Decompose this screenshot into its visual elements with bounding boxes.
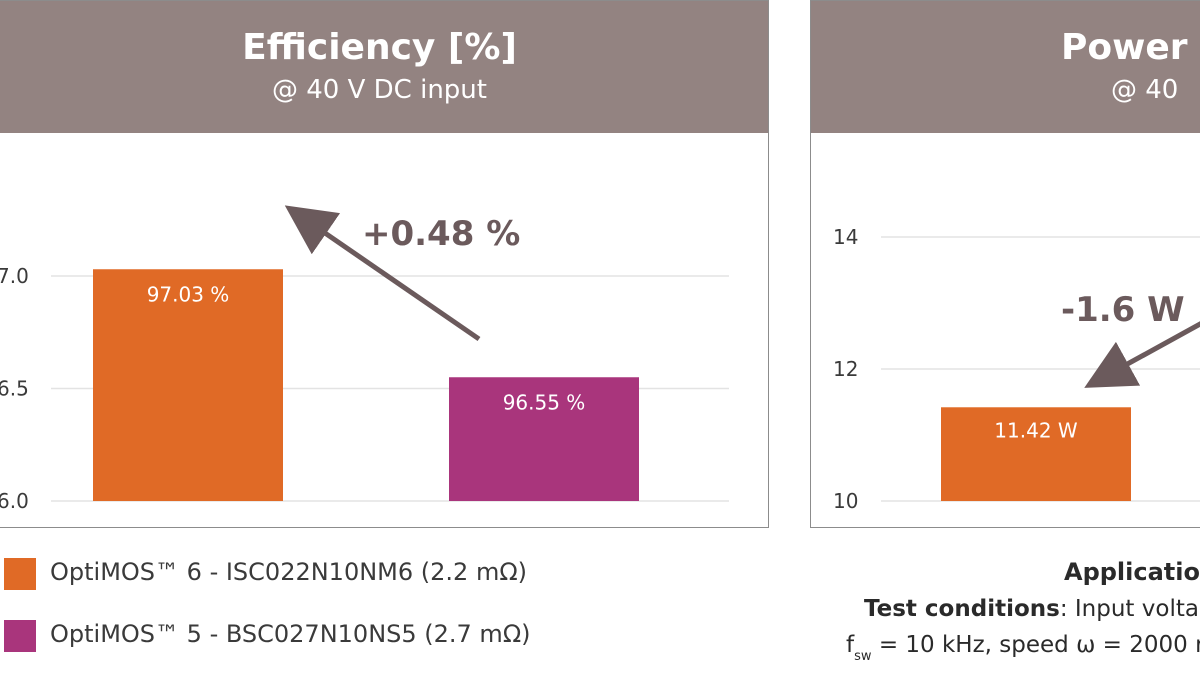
legend-label-optimos5: OptiMOS™ 5 - BSC027N10NS5 (2.7 mΩ) [50, 620, 531, 648]
y-tick-label: 10 [833, 489, 858, 513]
increase-arrow [284, 205, 481, 342]
efficiency-chart: 6.0 6.5 7.0 97.03 % 96.55 % +0.48 % [0, 205, 729, 513]
fsw-text: = 10 kHz, speed ω = 2000 r [871, 632, 1200, 658]
y-tick-label: 6.0 [0, 489, 29, 513]
bar-value-label: 96.55 % [503, 390, 586, 414]
bar-value-label: 11.42 W [994, 418, 1078, 442]
bar [449, 377, 639, 501]
power-loss-chart: 10 12 14 11.42 W -1.6 W [833, 225, 1200, 513]
power-loss-delta-annotation: -1.6 W [1061, 290, 1185, 330]
efficiency-title: Efficiency [%] [242, 27, 517, 68]
fsw-subscript: sw [854, 649, 872, 664]
efficiency-subtitle: @ 40 V DC input [272, 75, 487, 105]
power-loss-header: Power lo @ 40 [811, 1, 1200, 133]
y-tick-label: 14 [833, 225, 858, 249]
switching-conditions: fsw = 10 kHz, speed ω = 2000 r [846, 632, 1200, 664]
test-conditions: Test conditions: Input volta [864, 596, 1199, 622]
application-notes: Application Test conditions: Input volta… [830, 556, 1200, 675]
legend-swatch-optimos6 [4, 558, 36, 590]
efficiency-panel: Efficiency [%] @ 40 V DC input 6.0 6.5 7.0… [0, 0, 769, 528]
fsw-symbol: f [846, 632, 855, 658]
bar-value-label: 97.03 % [147, 282, 230, 306]
y-tick-label: 6.5 [0, 377, 29, 401]
power-loss-subtitle: @ 40 [1111, 75, 1179, 105]
legend-label-optimos6: OptiMOS™ 6 - ISC022N10NM6 (2.2 mΩ) [50, 558, 528, 586]
efficiency-delta-annotation: +0.48 % [362, 214, 520, 254]
application-title: Application [1064, 558, 1200, 586]
y-tick-label: 12 [833, 357, 858, 381]
test-conditions-text: : Input volta [1059, 596, 1199, 622]
power-loss-panel: Power lo @ 40 10 12 14 11.42 W -1.6 W [810, 0, 1200, 528]
power-loss-title: Power lo [1061, 27, 1200, 68]
decrease-arrow [1084, 321, 1200, 388]
bar [93, 269, 283, 501]
test-conditions-label: Test conditions [864, 596, 1060, 622]
legend-swatch-optimos5 [4, 620, 36, 652]
y-tick-label: 7.0 [0, 264, 29, 288]
efficiency-header: Efficiency [%] @ 40 V DC input [0, 1, 768, 133]
bar [941, 407, 1131, 501]
